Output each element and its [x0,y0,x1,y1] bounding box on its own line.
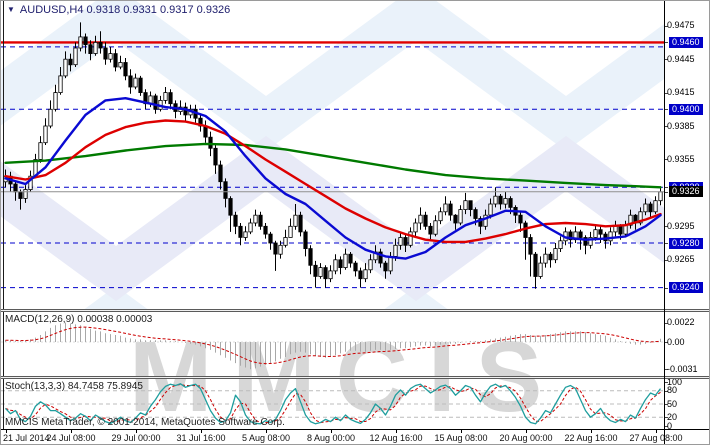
stoch-axis-label: 80 [667,385,678,395]
time-axis-label: 21 Jul 2014 [3,433,50,443]
time-axis-label: 24 Jul 08:00 [46,433,96,443]
time-tick [526,430,527,433]
time-axis-label: 20 Aug 00:00 [499,433,553,443]
price-tick [665,243,668,244]
current-price-label: 0.9326 [669,186,703,197]
time-tick [331,430,332,433]
macd-axis-label: -0.0031 [667,364,698,374]
candles [3,22,663,289]
time-axis-line [1,429,709,430]
ma-slow-line[interactable] [4,142,662,189]
price-tick [665,126,668,127]
time-tick [656,430,657,433]
time-axis-label: 29 Jul 00:00 [111,433,161,443]
price-axis-label: 0.9385 [667,121,695,131]
price-tick [665,342,668,343]
time-tick [201,430,202,433]
time-tick [591,430,592,433]
time-axis-label: 15 Aug 08:00 [434,433,488,443]
price-tick [665,93,668,94]
stochastic-panel[interactable]: Stoch(13,3,3) 84.7458 75.8945 [1,379,664,429]
ma-mid-line[interactable] [4,119,662,244]
chart-title-text: AUDUSD,H4 0.9318 0.9331 0.9317 0.9326 [19,4,231,16]
price-tick [665,323,668,324]
price-tick [665,288,668,289]
price-tick [665,187,668,188]
macd-plot[interactable] [1,312,664,376]
chart-left-border [3,1,4,429]
price-axis-label: 0.9265 [667,254,695,264]
time-tick [136,430,137,433]
axis-divider [664,1,665,444]
price-tick [665,59,668,60]
price-tick [665,382,668,383]
price-tick [665,260,668,261]
price-axis-label: 0.9355 [667,154,695,164]
macd-panel[interactable]: MACD(12,26,9) 0.00038 0.00003 [1,312,664,376]
price-tick [665,369,668,370]
time-axis-label: 31 Jul 16:00 [176,433,226,443]
price-tick [665,159,668,160]
candlestick-chart[interactable] [1,1,664,309]
macd-signal-line[interactable] [5,326,661,365]
panel-separator[interactable] [1,376,709,379]
price-tick [665,404,668,405]
time-axis-label: 12 Aug 16:00 [369,433,423,443]
macd-histogram [5,322,661,370]
stoch-axis-label: 20 [667,412,678,422]
price-tick [665,109,668,110]
price-level-label: 0.9400 [669,104,703,115]
price-level-label: 0.9240 [669,282,703,293]
ma-fast-line[interactable] [4,96,662,260]
copyright-text: MMCIS MetaTrader, © 2001-2014, MetaQuote… [5,417,285,428]
time-axis-label: 5 Aug 08:00 [241,433,291,443]
time-tick [266,430,267,433]
price-axis-label: 0.9445 [667,54,695,64]
price-axis-label: 0.9415 [667,87,695,97]
chart-title: ▼ AUDUSD,H4 0.9318 0.9331 0.9317 0.9326 [7,4,230,16]
stoch-axis-label: 100 [667,377,683,387]
price-axis[interactable]: 0.9475 0.9445 0.9415 0.9385 0.9355 0.9295 0.92… [665,1,709,444]
price-tick [665,192,668,193]
macd-axis-label: 0.00 [667,337,685,347]
stoch-axis-label: 0 [667,421,673,431]
price-tick [665,26,668,27]
macd-axis-label: 0.0022 [667,317,695,327]
price-tick [665,391,668,392]
time-tick [6,430,7,433]
price-level-label: 0.9460 [669,37,703,48]
price-chart-panel[interactable]: ▼ AUDUSD,H4 0.9318 0.9331 0.9317 0.9326 [1,1,664,309]
time-tick [461,430,462,433]
price-tick [665,42,668,43]
price-axis-label: 0.9475 [667,20,695,30]
stoch-axis-label: 50 [667,399,678,409]
stoch-k-line[interactable] [5,383,662,425]
stoch-label: Stoch(13,3,3) 84.7458 75.8945 [5,381,143,392]
price-level-label: 0.9280 [669,238,703,249]
time-tick [71,430,72,433]
time-axis-label: 8 Aug 00:00 [306,433,356,443]
macd-label: MACD(12,26,9) 0.00038 0.00003 [5,314,153,325]
time-axis-label: 22 Aug 16:00 [564,433,618,443]
stochastic-plot[interactable] [1,379,664,429]
price-axis-label: 0.9295 [667,221,695,231]
time-axis[interactable]: 21 Jul 2014 24 Jul 08:00 29 Jul 00:00 31 Ju… [1,430,709,444]
price-tick [665,417,668,418]
price-tick [665,426,668,427]
chevron-down-icon[interactable]: ▼ [7,5,15,14]
panel-separator[interactable] [1,309,709,312]
price-tick [665,226,668,227]
time-tick [396,430,397,433]
time-axis-label: 27 Aug 08:00 [629,433,683,443]
